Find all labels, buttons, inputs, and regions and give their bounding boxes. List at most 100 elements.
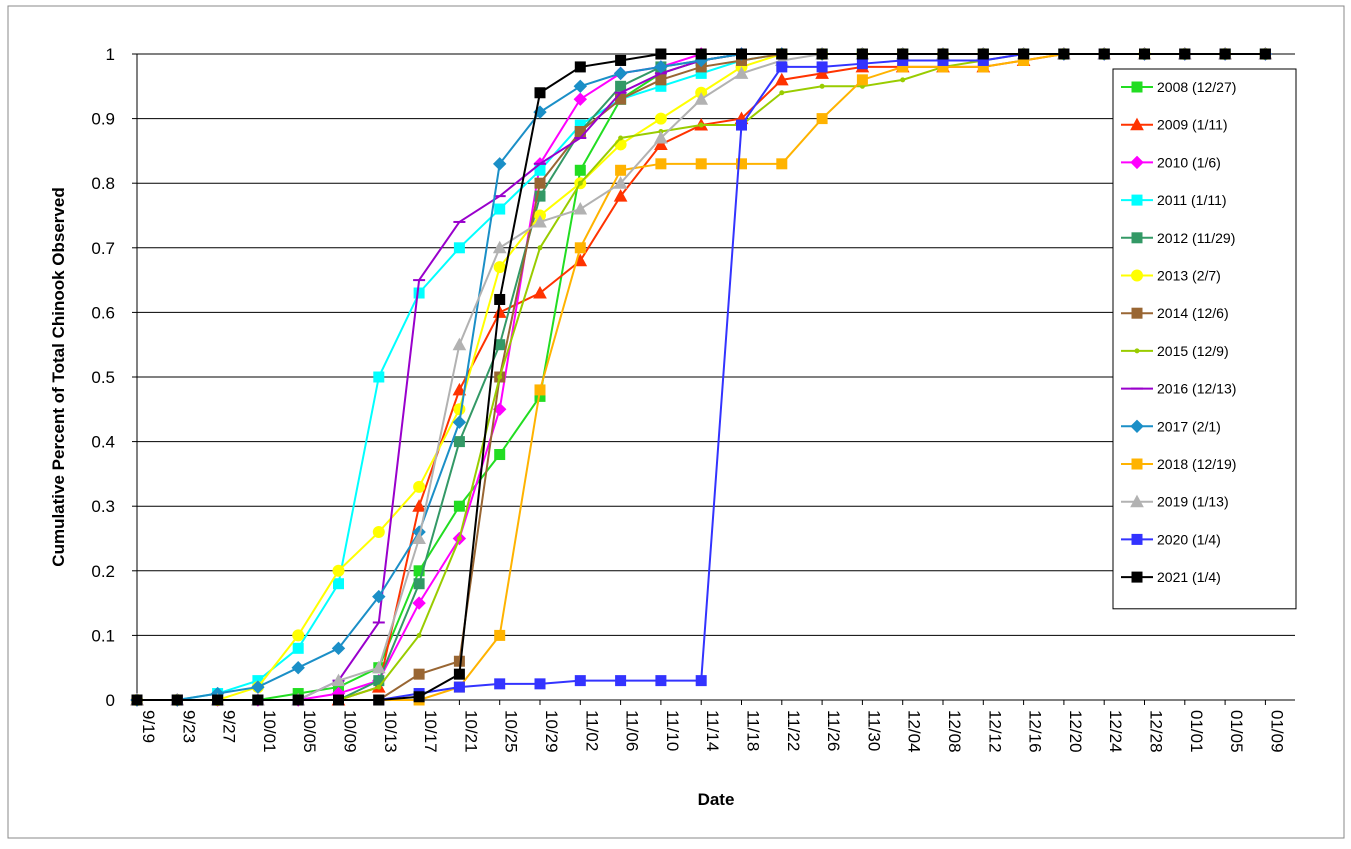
marker <box>533 214 547 228</box>
marker <box>776 48 788 60</box>
marker <box>654 60 668 74</box>
marker <box>453 436 465 448</box>
x-tick-label: 11/02 <box>582 710 601 751</box>
marker <box>452 415 467 429</box>
marker <box>453 500 465 512</box>
marker <box>856 48 868 60</box>
legend-label: 2013 (2/7) <box>1157 268 1221 284</box>
marker <box>453 655 465 667</box>
legend-box <box>1112 68 1297 610</box>
legend-label: 2020 (1/4) <box>1157 531 1221 547</box>
marker <box>654 112 667 125</box>
legend-label: 2012 (11/29) <box>1157 230 1235 246</box>
marker <box>493 261 506 274</box>
marker <box>615 54 627 66</box>
marker <box>371 660 386 674</box>
marker <box>819 83 825 89</box>
marker <box>654 130 668 144</box>
marker <box>736 119 747 131</box>
marker <box>453 403 466 416</box>
marker <box>412 499 426 512</box>
marker <box>574 61 586 73</box>
marker <box>615 164 627 176</box>
marker <box>333 694 344 706</box>
marker <box>494 293 506 305</box>
marker <box>534 190 546 202</box>
marker <box>492 157 507 171</box>
x-tick-label: 11/14 <box>703 710 722 751</box>
marker <box>618 135 624 141</box>
marker <box>1058 48 1070 60</box>
legend-marker <box>1130 155 1144 170</box>
marker <box>412 596 426 610</box>
y-axis-label: Cumulative Percent of Total Chinook Obse… <box>49 187 68 566</box>
x-tick-label: 10/29 <box>542 710 561 753</box>
marker <box>734 66 749 79</box>
legend-label: 2015 (12/9) <box>1157 343 1229 359</box>
x-tick-label: 9/27 <box>220 710 239 743</box>
marker <box>534 678 546 690</box>
marker <box>573 92 588 106</box>
marker <box>456 536 462 541</box>
marker <box>373 371 385 383</box>
x-tick-label: 10/13 <box>381 710 400 753</box>
marker <box>694 92 709 105</box>
y-tick-label: 0 <box>106 691 115 710</box>
y-tick-label: 0.7 <box>91 239 115 258</box>
series <box>131 48 1271 706</box>
marker <box>897 48 909 60</box>
x-tick-label: 9/19 <box>139 710 158 743</box>
x-tick-label: 11/06 <box>623 710 642 751</box>
marker <box>815 66 829 79</box>
marker <box>779 90 785 96</box>
x-tick-label: 12/28 <box>1147 710 1166 753</box>
marker <box>412 531 426 544</box>
x-tick-label: 10/09 <box>341 710 360 753</box>
marker <box>1219 48 1231 60</box>
marker <box>655 74 667 86</box>
y-tick-label: 0.2 <box>91 562 115 581</box>
marker <box>613 66 628 81</box>
marker <box>1018 48 1030 60</box>
x-tick-label: 01/05 <box>1227 710 1246 753</box>
marker <box>736 158 747 170</box>
y-tick-label: 0.4 <box>91 433 115 452</box>
marker <box>376 684 382 690</box>
x-tick-label: 11/22 <box>784 710 803 751</box>
marker <box>574 242 586 254</box>
marker <box>900 77 906 83</box>
marker <box>573 201 588 215</box>
x-tick-label: 11/10 <box>663 710 682 751</box>
x-tick-label: 9/23 <box>179 710 198 743</box>
marker <box>573 79 588 94</box>
marker <box>1259 48 1271 60</box>
marker <box>577 180 583 186</box>
marker <box>856 74 868 86</box>
marker <box>655 158 667 170</box>
marker <box>292 642 304 654</box>
x-tick-label: 11/26 <box>824 710 843 751</box>
legend-marker <box>1131 269 1143 282</box>
marker <box>453 668 465 680</box>
marker <box>537 245 543 251</box>
marker <box>533 285 547 299</box>
legend-label: 2016 (12/13) <box>1157 381 1236 397</box>
marker <box>413 480 426 493</box>
marker <box>574 675 586 687</box>
legend-marker <box>1131 232 1143 244</box>
marker <box>534 87 546 99</box>
x-tick-label: 11/30 <box>864 710 883 751</box>
y-tick-label: 0.9 <box>91 110 115 129</box>
x-tick-label: 12/04 <box>905 710 924 753</box>
legend-label: 2018 (12/19) <box>1157 456 1236 472</box>
y-tick-label: 0.5 <box>91 368 115 387</box>
marker <box>413 578 425 590</box>
y-tick-label: 0.1 <box>91 626 115 645</box>
marker <box>695 675 707 687</box>
x-tick-label: 12/16 <box>1026 710 1045 753</box>
legend-marker <box>1131 307 1143 319</box>
legend-marker <box>1131 81 1143 93</box>
x-tick-label: 01/09 <box>1267 710 1286 753</box>
marker <box>291 660 305 675</box>
marker <box>413 565 425 577</box>
